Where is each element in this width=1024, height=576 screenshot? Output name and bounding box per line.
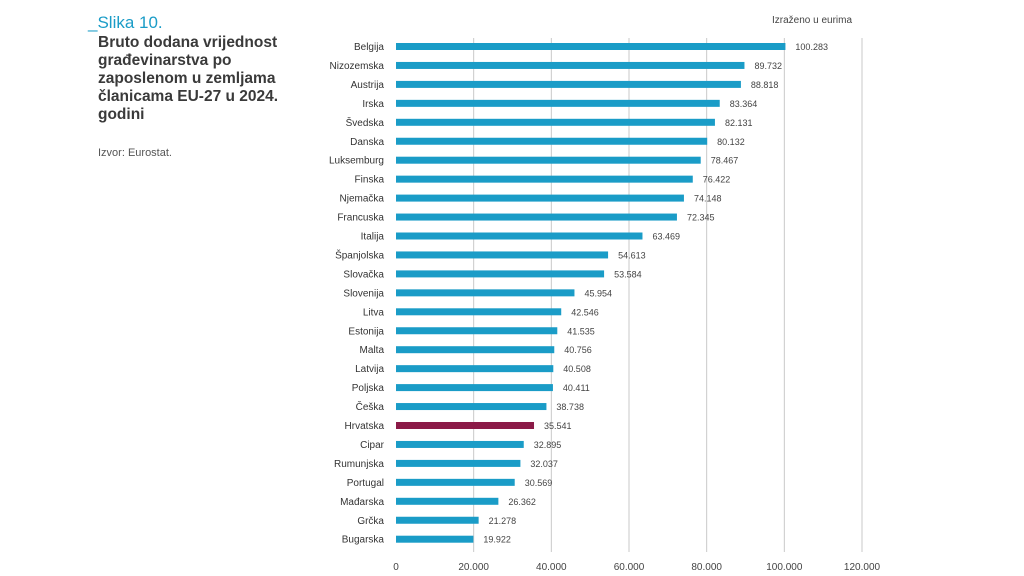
value-label: 63.469 — [652, 232, 680, 242]
bar — [396, 251, 609, 259]
category-label: Finska — [355, 175, 385, 186]
x-tick-label: 40.000 — [536, 562, 567, 573]
bar — [396, 118, 715, 126]
value-label: 40.756 — [564, 345, 592, 355]
bar — [396, 308, 562, 316]
category-label: Grčka — [357, 516, 384, 527]
bar — [396, 232, 643, 240]
value-label: 78.467 — [711, 156, 739, 166]
value-label: 82.131 — [725, 118, 753, 128]
value-label: 35.541 — [544, 421, 572, 431]
category-label: Italija — [361, 232, 385, 243]
bar-highlight — [396, 422, 535, 429]
x-tick-label: 60.000 — [614, 562, 645, 573]
value-label: 38.738 — [556, 402, 584, 412]
bar — [396, 478, 515, 486]
value-label: 45.954 — [584, 288, 612, 298]
value-label: 21.278 — [489, 516, 517, 526]
value-label: 19.922 — [483, 535, 511, 545]
bar — [396, 516, 479, 524]
category-label: Malta — [360, 345, 385, 356]
value-label: 30.569 — [525, 478, 553, 488]
bar — [396, 213, 677, 221]
category-label: Slovačka — [343, 269, 384, 280]
category-label: Estonija — [348, 326, 384, 337]
bar — [396, 270, 605, 278]
value-label: 100.283 — [795, 42, 828, 52]
value-label: 72.345 — [687, 213, 715, 223]
category-label: Njemačka — [340, 194, 385, 205]
bar — [396, 365, 554, 373]
category-label: Belgija — [354, 42, 384, 53]
value-label: 40.411 — [563, 383, 590, 393]
bar — [396, 403, 547, 411]
bar — [396, 440, 524, 448]
x-tick-label: 0 — [393, 562, 399, 573]
bar — [396, 61, 745, 69]
category-label: Austrija — [351, 80, 385, 91]
bar — [396, 535, 474, 543]
figure-label: _Slika 10. — [88, 13, 163, 32]
x-tick-label: 120.000 — [844, 562, 881, 573]
value-label: 88.818 — [751, 80, 779, 90]
value-label: 54.613 — [618, 250, 646, 260]
category-label: Irska — [362, 99, 384, 110]
bar — [396, 497, 499, 505]
value-label: 80.132 — [717, 137, 745, 147]
bar — [396, 80, 741, 88]
bar — [396, 327, 558, 335]
value-label: 26.362 — [508, 497, 536, 507]
bar — [396, 289, 575, 297]
x-tick-label: 80.000 — [691, 562, 722, 573]
category-label: Nizozemska — [330, 61, 385, 72]
category-label: Luksemburg — [329, 156, 384, 167]
value-label: 76.422 — [703, 175, 731, 185]
x-tick-label: 20.000 — [458, 562, 489, 573]
category-label: Portugal — [347, 478, 384, 489]
category-label: Bugarska — [342, 535, 385, 546]
chart-title: Bruto dodana vrijednost građevinarstva p… — [98, 34, 279, 123]
category-label: Latvija — [355, 364, 384, 375]
bar — [396, 43, 786, 50]
category-label: Cipar — [360, 440, 385, 451]
bar — [396, 156, 701, 164]
category-label: Danska — [350, 137, 384, 148]
category-label: Slovenija — [343, 288, 384, 299]
category-label: Poljska — [352, 383, 385, 394]
bar — [396, 194, 684, 202]
bar — [396, 459, 521, 467]
category-label: Mađarska — [340, 497, 384, 508]
category-label: Litva — [363, 307, 385, 318]
category-label: Španjolska — [335, 248, 384, 261]
category-label: Češka — [356, 400, 385, 413]
value-label: 40.508 — [563, 364, 591, 374]
value-label: 53.584 — [614, 269, 642, 279]
value-label: 83.364 — [730, 99, 758, 109]
value-label: 89.732 — [754, 61, 782, 71]
value-label: 32.037 — [530, 459, 558, 469]
value-label: 74.148 — [694, 194, 722, 204]
category-label: Francuska — [337, 213, 384, 224]
bar — [396, 175, 693, 183]
bar — [396, 384, 553, 392]
category-label: Hrvatska — [345, 421, 385, 432]
value-label: 41.535 — [567, 326, 595, 336]
value-label: 42.546 — [571, 307, 599, 317]
bar — [396, 99, 720, 107]
bar — [396, 346, 555, 354]
value-label: 32.895 — [534, 440, 562, 450]
source-note: Izvor: Eurostat. — [98, 147, 172, 159]
category-label: Švedska — [346, 116, 385, 129]
unit-note: Izraženo u eurima — [772, 15, 853, 26]
x-tick-label: 100.000 — [766, 562, 803, 573]
category-label: Rumunjska — [334, 459, 384, 470]
bar — [396, 137, 708, 145]
